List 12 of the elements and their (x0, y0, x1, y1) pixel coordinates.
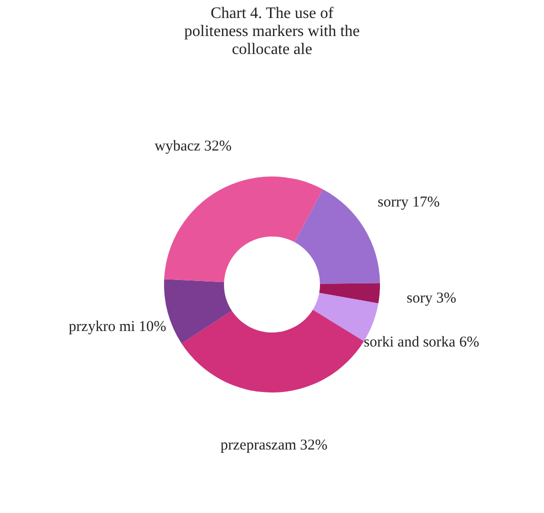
slice-label: przykro mi 10% (68, 319, 166, 336)
donut-slice (164, 279, 232, 344)
slice-label: wybacz 32% (154, 138, 232, 154)
chart-title: Chart 4. The use of politeness markers with the collocate ale (184, 5, 360, 58)
donut-slice (294, 189, 380, 284)
slice-label: sorki and sorka 6% (364, 334, 480, 351)
donut-slice (164, 176, 323, 282)
donut-slice (319, 283, 380, 304)
donut-slice (182, 310, 364, 392)
slice-label: sorry 17% (378, 194, 440, 210)
slice-label: przepraszam 32% (220, 437, 328, 454)
slice-label: sory 3% (406, 290, 456, 307)
